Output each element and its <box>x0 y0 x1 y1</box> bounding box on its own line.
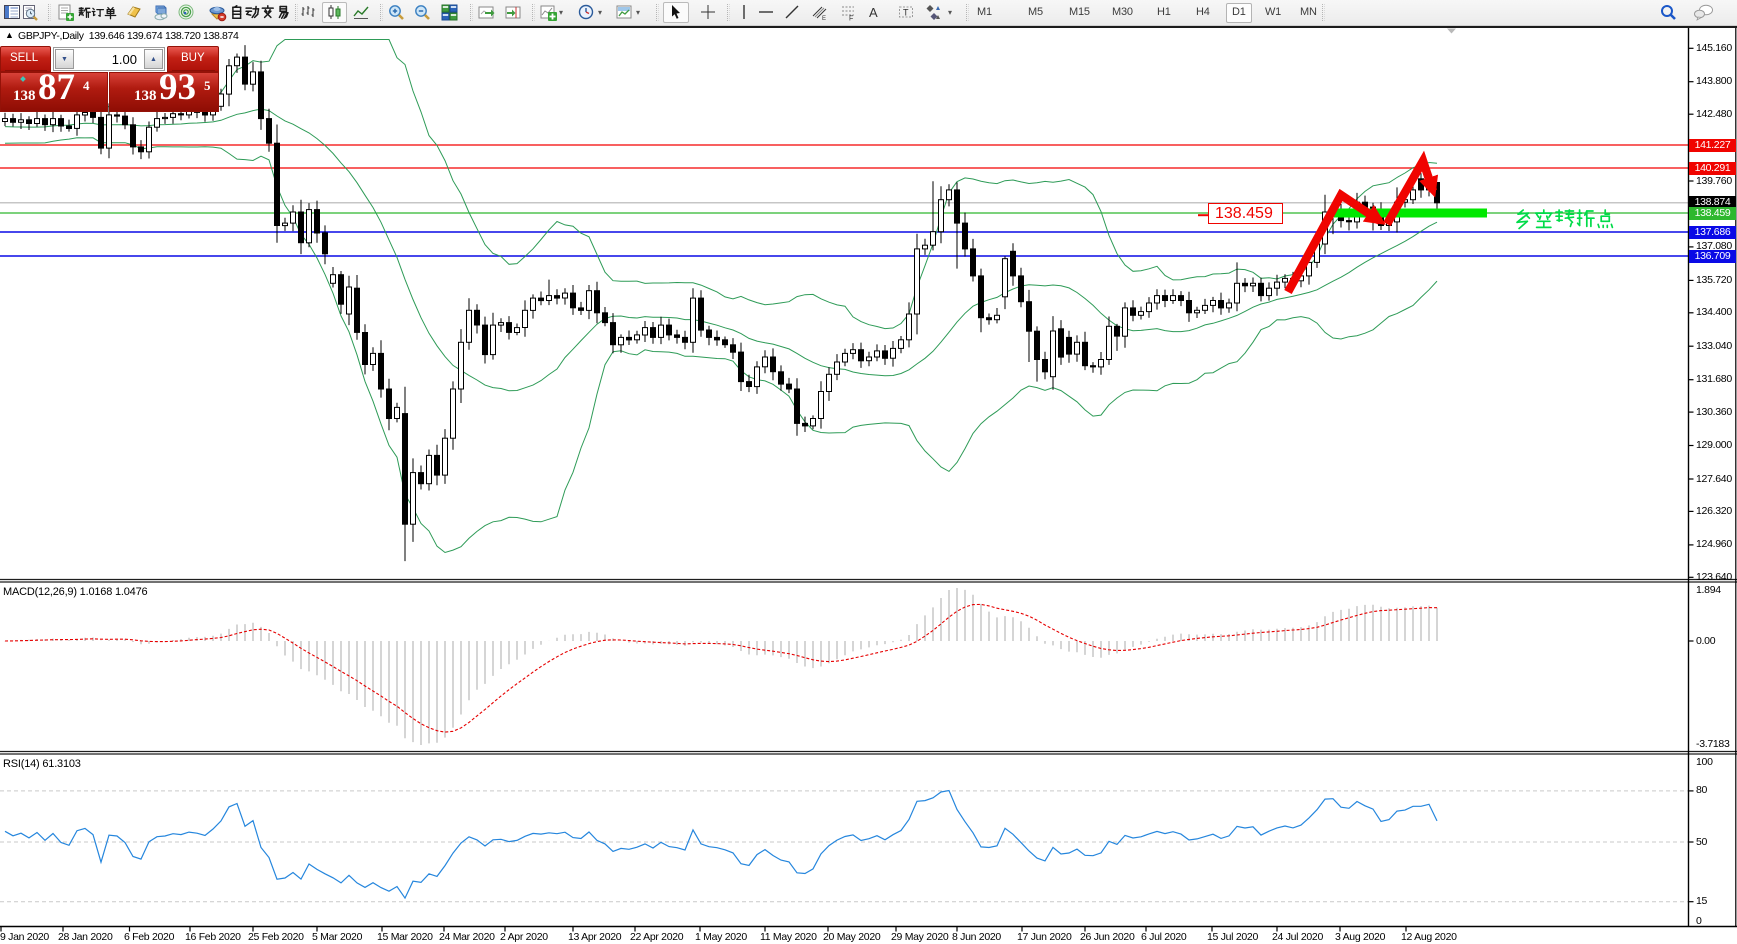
svg-text:E: E <box>822 16 826 22</box>
svg-text:F: F <box>849 16 853 23</box>
svg-text:T: T <box>903 8 909 18</box>
